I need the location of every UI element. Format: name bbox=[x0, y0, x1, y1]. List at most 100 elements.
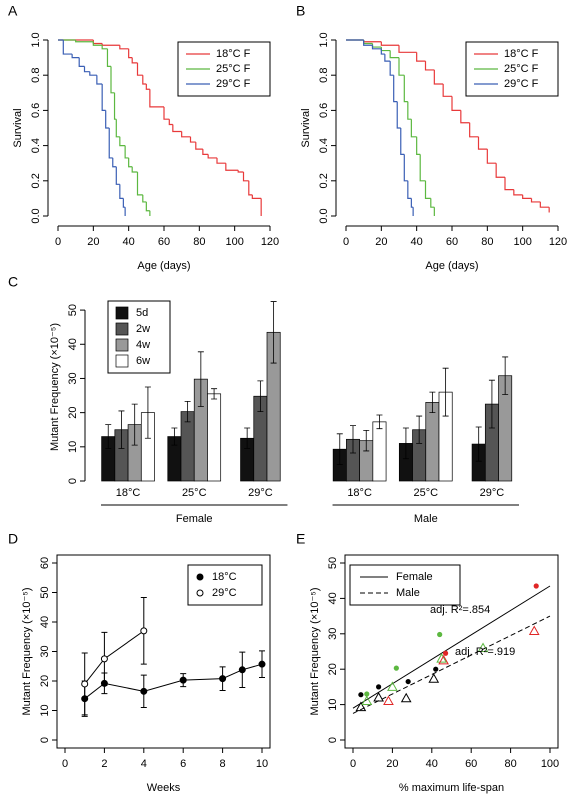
error-bar bbox=[131, 403, 138, 446]
survival-step bbox=[142, 194, 147, 203]
legend-marker bbox=[196, 573, 204, 581]
error-bar bbox=[475, 426, 482, 462]
error-bar bbox=[376, 414, 383, 430]
survival-step bbox=[248, 180, 253, 196]
survival-step bbox=[403, 154, 408, 182]
x-tick-label: 6 bbox=[180, 758, 186, 770]
x-axis-label: Weeks bbox=[147, 782, 181, 794]
survival-step bbox=[83, 66, 90, 73]
y-tick-label: 10 bbox=[67, 441, 79, 453]
x-tick-label: 60 bbox=[446, 236, 458, 248]
survival-step bbox=[225, 163, 239, 171]
x-tick-label: 8 bbox=[220, 758, 226, 770]
legend-label: 25°C F bbox=[504, 63, 539, 75]
y-tick-label: 20 bbox=[67, 407, 79, 419]
survival-step bbox=[128, 48, 133, 59]
survival-step bbox=[110, 66, 115, 94]
y-tick-label: 0.0 bbox=[30, 208, 42, 223]
category-label: 29°C bbox=[248, 487, 273, 499]
point bbox=[533, 583, 539, 589]
survival-step bbox=[522, 194, 532, 199]
legend-label: 18°C bbox=[212, 571, 237, 583]
x-axis-label: Age (days) bbox=[137, 260, 190, 272]
x-tick-label: 20 bbox=[386, 758, 398, 770]
legend-label: 4w bbox=[136, 339, 150, 351]
y-tick-label: 50 bbox=[39, 586, 51, 598]
error-bar bbox=[144, 386, 151, 439]
x-tick-label: 0 bbox=[343, 236, 349, 248]
survival-step bbox=[242, 172, 249, 182]
category-label: 25°C bbox=[413, 487, 438, 499]
survival-step bbox=[237, 170, 244, 173]
legend-marker bbox=[196, 589, 204, 597]
category-label: 18°C bbox=[347, 487, 372, 499]
marker bbox=[140, 687, 148, 695]
y-tick-label: 0.2 bbox=[30, 173, 42, 188]
x-axis-label: % maximum life-span bbox=[399, 782, 504, 794]
legend-box bbox=[187, 564, 263, 606]
y-tick-label: 10 bbox=[39, 704, 51, 716]
survival-step bbox=[202, 149, 209, 155]
error-bar bbox=[105, 424, 112, 449]
annotation: adj. R²=.854 bbox=[430, 604, 490, 616]
category-label: 25°C bbox=[182, 487, 207, 499]
x-tick-label: 40 bbox=[411, 236, 423, 248]
point bbox=[438, 654, 449, 665]
survival-step bbox=[172, 124, 182, 133]
y-tick-label: 30 bbox=[39, 645, 51, 657]
survival-step bbox=[384, 54, 391, 62]
survival-step bbox=[396, 101, 401, 129]
survival-step bbox=[189, 136, 196, 143]
survival-step bbox=[106, 48, 111, 67]
point bbox=[442, 650, 449, 656]
legend-label: 25°C F bbox=[216, 63, 251, 75]
y-tick-label: 30 bbox=[67, 372, 79, 384]
survival-step bbox=[75, 40, 94, 43]
y-tick-label: 10 bbox=[327, 698, 339, 710]
survival-step bbox=[403, 75, 408, 103]
y-tick-label: 0 bbox=[67, 478, 79, 484]
y-tick-label: 40 bbox=[327, 592, 339, 604]
y-tick-label: 0.8 bbox=[30, 68, 42, 83]
y-axis-label: Mutant Frequency (×10⁻⁵) bbox=[21, 587, 33, 715]
y-tick-label: 50 bbox=[327, 557, 339, 569]
annotation: adj. R²=.919 bbox=[455, 646, 515, 658]
legend-swatch bbox=[115, 338, 129, 352]
point bbox=[436, 653, 448, 663]
error-bar bbox=[429, 391, 436, 414]
survival-step bbox=[101, 45, 108, 50]
survival-step bbox=[416, 136, 421, 155]
legend-label: Female bbox=[396, 571, 433, 583]
legend-label: 18°C F bbox=[504, 48, 539, 60]
y-tick-label: 50 bbox=[67, 304, 79, 316]
x-tick-label: 120 bbox=[549, 236, 567, 248]
x-tick-label: 40 bbox=[123, 236, 135, 248]
panel-letter: D bbox=[8, 531, 18, 547]
category-label: 18°C bbox=[116, 487, 141, 499]
point bbox=[433, 666, 439, 672]
survival-step bbox=[128, 157, 133, 168]
point bbox=[383, 695, 394, 706]
x-tick-label: 0 bbox=[55, 236, 61, 248]
survival-step bbox=[92, 40, 103, 45]
survival-step bbox=[495, 163, 505, 178]
fit-line bbox=[352, 615, 551, 714]
error-bar bbox=[171, 427, 178, 446]
survival-step bbox=[416, 52, 426, 62]
error-bar bbox=[502, 356, 509, 395]
point bbox=[376, 684, 382, 690]
survival-step bbox=[119, 184, 124, 199]
x-axis-label: Age (days) bbox=[425, 260, 478, 272]
point bbox=[528, 625, 540, 635]
legend-swatch bbox=[115, 306, 129, 320]
x-tick-label: 100 bbox=[513, 236, 531, 248]
point bbox=[364, 691, 370, 697]
error-bar bbox=[184, 400, 191, 423]
survival-step bbox=[410, 119, 417, 138]
survival-step bbox=[371, 45, 382, 50]
survival-step bbox=[424, 180, 431, 199]
error-bar bbox=[197, 351, 204, 407]
x-tick-label: 20 bbox=[375, 236, 387, 248]
